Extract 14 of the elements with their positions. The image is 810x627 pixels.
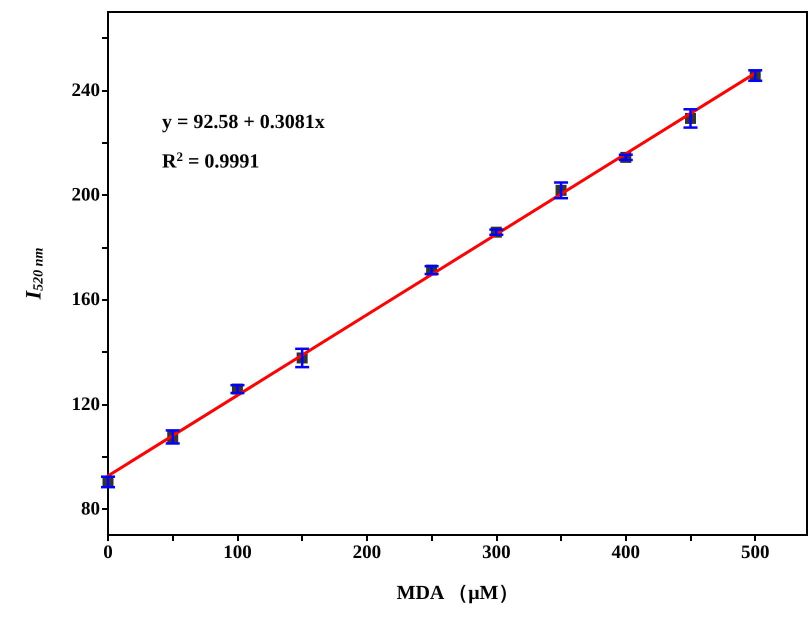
- x-axis-title: MDA （μM）: [396, 582, 518, 604]
- y-tick-label: 120: [72, 394, 100, 415]
- y-tick-label: 80: [81, 498, 100, 520]
- x-tick-label: 100: [223, 542, 252, 563]
- x-tick-label: 200: [352, 542, 382, 563]
- y-tick-label: 200: [72, 184, 100, 206]
- x-tick-label: 0: [103, 542, 113, 563]
- x-tick-label: 500: [740, 542, 770, 563]
- y-axis-title: I520 nm: [20, 248, 46, 300]
- x-tick-label: 400: [612, 542, 640, 563]
- x-tick-label: 300: [482, 542, 511, 563]
- annotation: y = 92.58 + 0.3081x: [162, 111, 325, 133]
- y-tick-label: 160: [72, 289, 100, 310]
- y-tick-label: 240: [72, 80, 100, 101]
